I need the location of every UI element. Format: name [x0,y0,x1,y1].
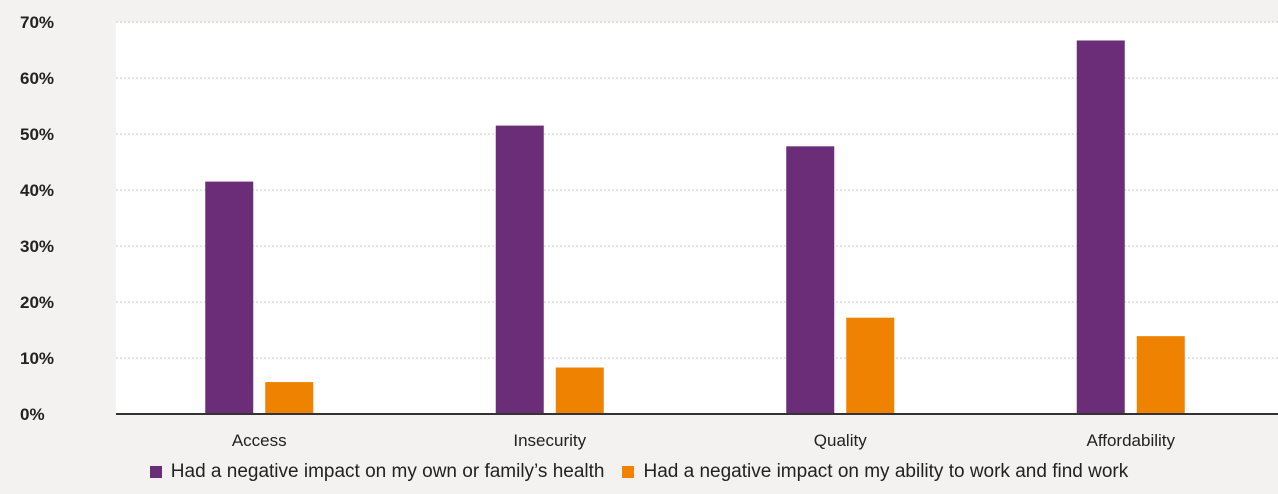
legend-swatch-health [149,466,162,478]
y-tick-label: 30% [20,237,54,256]
bar-affordability-series-1 [1076,40,1125,414]
legend-label-health: Had a negative impact on my own or famil… [170,461,605,482]
bar-quality-series-2 [846,317,895,414]
x-category-label: Access [232,431,287,450]
y-tick-label: 40% [20,181,54,200]
bar-quality-series-1 [786,146,835,414]
legend-item-health: Had a negative impact on my own or famil… [149,461,605,483]
x-category-label: Quality [814,431,867,450]
bars [205,40,1185,414]
y-tick-label: 0% [20,405,45,424]
bar-access-series-2 [265,382,314,414]
legend: Had a negative impact on my own or famil… [0,461,1278,483]
x-axis-categories: Access Insecurity Quality Affordability [232,431,1176,450]
bar-chart: 0% 10% 20% 30% 40% 50% 60% 70% Access Insecurity… [20,13,1278,450]
bar-insecurity-series-1 [495,125,544,414]
y-axis-ticks: 0% 10% 20% 30% 40% 50% 60% 70% [20,13,54,424]
y-tick-label: 60% [20,69,54,88]
y-tick-label: 20% [20,293,54,312]
bar-access-series-1 [205,181,254,414]
y-tick-label: 50% [20,125,54,144]
x-category-label: Affordability [1086,431,1175,450]
bar-insecurity-series-2 [555,367,604,414]
legend-item-work: Had a negative impact on my ability to w… [622,461,1128,483]
legend-swatch-work [622,466,635,478]
bar-affordability-series-2 [1136,336,1185,414]
x-category-label: Insecurity [513,431,586,450]
y-tick-label: 70% [20,13,54,32]
y-tick-label: 10% [20,349,54,368]
legend-label-work: Had a negative impact on my ability to w… [643,461,1129,482]
